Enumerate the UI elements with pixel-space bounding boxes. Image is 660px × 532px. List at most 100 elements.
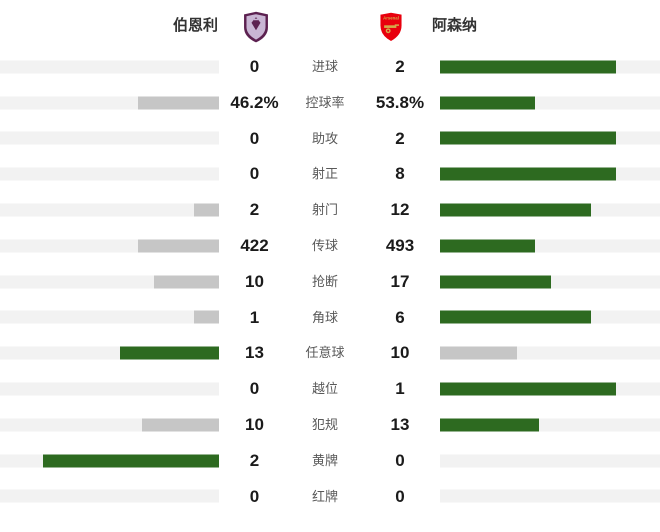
away-value: 53.8%: [375, 92, 425, 112]
stat-label: 传球: [311, 237, 338, 253]
away-bar-track: [440, 418, 660, 432]
home-bar-fill: [137, 239, 219, 253]
svg-text:Arsenal: Arsenal: [383, 15, 399, 20]
away-bar-track: [440, 167, 660, 181]
home-value: 0: [249, 486, 260, 506]
stat-row: 1 角球 6: [0, 300, 660, 336]
stat-label: 红牌: [311, 488, 338, 504]
home-bar-track: [0, 275, 219, 289]
stat-row: 0 进球 2: [0, 49, 660, 85]
stat-row: 0 越位 1: [0, 371, 660, 407]
stat-label: 抢断: [311, 273, 338, 289]
away-bar-track: [440, 239, 660, 253]
stat-row: 422 传球 493: [0, 228, 660, 264]
home-bar-track: [0, 346, 219, 360]
home-bar-track: [0, 96, 219, 110]
home-value: 13: [245, 343, 264, 363]
stat-label: 助攻: [311, 130, 338, 146]
away-bar-fill: [440, 239, 535, 253]
away-bar-fill: [440, 275, 551, 289]
home-bar-track: [0, 418, 219, 432]
home-bar-track: [0, 310, 219, 324]
away-value: 6: [395, 307, 405, 327]
away-bar-track: [440, 131, 660, 145]
away-bar-track: [440, 454, 660, 468]
home-bar-fill: [193, 310, 219, 324]
away-bar-fill: [440, 131, 616, 145]
home-value: 2: [249, 200, 260, 220]
home-bar-fill: [193, 203, 219, 217]
stat-row: 13 任意球 10: [0, 335, 660, 371]
burnley-crest-icon: [244, 11, 268, 43]
away-value: 493: [385, 235, 415, 255]
stat-row: 2 射门 12: [0, 192, 660, 228]
stats-rows: 0 进球 2 46.2% 控球率 53.8% 0 助攻 2 0 射正 8: [0, 49, 660, 514]
stat-row: 46.2% 控球率 53.8%: [0, 85, 660, 121]
away-value: 13: [390, 414, 410, 434]
arsenal-crest-icon: Arsenal: [379, 11, 403, 43]
stat-label: 黄牌: [311, 452, 338, 468]
home-value: 0: [249, 164, 260, 184]
home-bar-track: [0, 382, 219, 396]
home-value: 0: [249, 379, 260, 399]
home-value: 10: [245, 414, 264, 434]
away-bar-fill: [440, 310, 591, 324]
home-value: 0: [249, 128, 260, 148]
away-value: 10: [390, 343, 410, 363]
away-bar-fill: [440, 203, 591, 217]
stat-label: 角球: [311, 309, 338, 325]
away-team-name: 阿森纳: [432, 17, 478, 34]
away-bar-track: [440, 60, 660, 74]
stat-label: 射门: [311, 202, 338, 218]
away-bar-fill: [440, 418, 540, 432]
stat-label: 进球: [311, 59, 338, 74]
away-value: 8: [395, 164, 405, 184]
away-bar-track: [440, 96, 660, 110]
home-bar-track: [0, 60, 219, 74]
home-value: 1: [249, 307, 260, 327]
stat-row: 10 抢断 17: [0, 264, 660, 300]
stat-label: 犯规: [311, 416, 338, 432]
home-bar-fill: [43, 454, 219, 468]
away-value: 12: [390, 200, 410, 220]
home-bar-track: [0, 131, 219, 145]
away-bar-fill: [440, 167, 616, 181]
stat-row: 0 射正 8: [0, 156, 660, 192]
stat-row: 10 犯规 13: [0, 407, 660, 443]
away-value: 0: [395, 486, 405, 506]
stat-label: 越位: [311, 381, 338, 397]
away-bar-track: [440, 382, 660, 396]
stat-row: 2 黄牌 0: [0, 443, 660, 479]
stat-label: 任意球: [305, 345, 345, 361]
header: 伯恩利 Arsenal 阿森纳: [0, 0, 660, 49]
stat-label: 控球率: [305, 94, 345, 110]
home-value: 0: [249, 57, 260, 76]
home-value: 422: [240, 235, 269, 255]
home-value: 10: [245, 271, 264, 291]
home-bar-fill: [153, 275, 219, 289]
away-bar-track: [440, 275, 660, 289]
away-value: 2: [395, 128, 405, 148]
home-bar-track: [0, 203, 219, 217]
away-value: 0: [395, 450, 405, 470]
away-value: 1: [395, 379, 405, 399]
home-bar-fill: [119, 346, 219, 360]
away-bar-track: [440, 310, 660, 324]
home-bar-track: [0, 489, 219, 503]
away-bar-fill: [440, 346, 517, 360]
away-bar-track: [440, 346, 660, 360]
stat-row: 0 助攻 2: [0, 121, 660, 157]
stat-row: 0 红牌 0: [0, 479, 660, 515]
away-value: 2: [395, 57, 405, 76]
home-bar-track: [0, 454, 219, 468]
home-team-name: 伯恩利: [172, 17, 218, 34]
away-bar-track: [440, 203, 660, 217]
home-bar-track: [0, 239, 219, 253]
home-bar-fill: [142, 418, 219, 432]
home-bar-track: [0, 167, 219, 181]
home-value: 2: [249, 450, 260, 470]
away-bar-track: [440, 489, 660, 503]
away-bar-fill: [440, 382, 616, 396]
away-bar-fill: [440, 96, 535, 110]
